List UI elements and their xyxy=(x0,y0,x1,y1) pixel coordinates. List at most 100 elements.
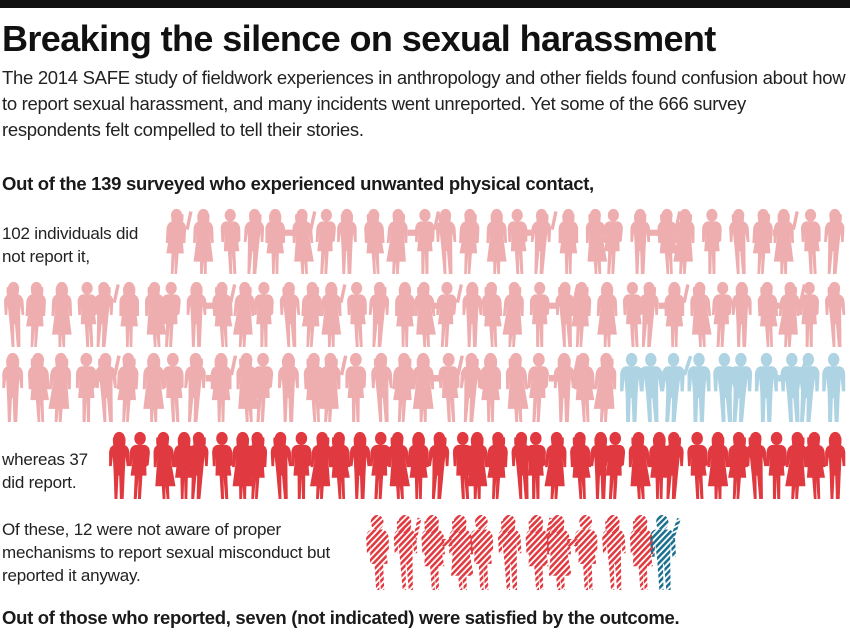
reported-figure xyxy=(109,431,130,500)
top-rule xyxy=(0,0,850,8)
not-reported-female-figure xyxy=(507,208,535,274)
not-reported-female-figure xyxy=(459,208,480,274)
not-reported-female-figure xyxy=(279,281,301,347)
reported-figure xyxy=(649,431,670,500)
not-reported-female-figure xyxy=(395,281,415,347)
not-reported-male-figure xyxy=(660,352,693,423)
not-reported-male-figure xyxy=(620,352,644,423)
not-reported-female-figure xyxy=(729,208,750,274)
page-title: Breaking the silence on sexual harassmen… xyxy=(2,18,716,59)
footer-statement: Out of those who reported, seven (not in… xyxy=(2,607,680,628)
not-aware-female-figure xyxy=(498,514,522,591)
not-reported-male-figure xyxy=(687,352,711,423)
not-reported-female-figure xyxy=(193,208,214,274)
reported-label: whereas 37 did report. xyxy=(2,450,88,492)
not-reported-female-figure xyxy=(558,208,579,274)
not-reported-female-figure xyxy=(415,208,441,274)
reported-figure xyxy=(408,431,429,500)
reported-figure xyxy=(153,431,176,500)
not-reported-female-figure xyxy=(778,281,807,347)
not-reported-female-figure xyxy=(51,281,73,347)
not-reported-female-figure xyxy=(93,281,120,347)
not-reported-female-figure xyxy=(702,208,722,274)
not-aware-female-figure xyxy=(470,514,494,591)
not-reported-female-figure xyxy=(184,352,216,423)
reported-figure xyxy=(349,431,371,500)
not-reported-female-figure xyxy=(368,281,390,347)
not-reported-female-figure xyxy=(773,208,799,274)
not-reported-female-figure xyxy=(364,208,385,274)
not-reported-female-figure xyxy=(480,352,501,423)
reported-figure xyxy=(525,431,546,500)
not-reported-female-figure xyxy=(412,352,443,423)
reported-figure xyxy=(766,431,787,500)
not-reported-female-figure xyxy=(630,208,659,274)
reported-figure xyxy=(466,431,488,500)
reported-figure xyxy=(604,431,626,500)
not-reported-female-figure xyxy=(386,208,417,274)
reported-figure xyxy=(128,431,150,500)
not-reported-female-figure xyxy=(529,281,558,347)
not-aware-female-figure xyxy=(602,514,626,591)
not-reported-female-figure xyxy=(505,352,529,423)
not-reported-female-figure xyxy=(2,352,24,423)
reported-figure xyxy=(486,431,508,500)
reported-figure xyxy=(628,431,651,500)
not-reported-female-figure xyxy=(502,281,524,347)
not-reported-female-figure xyxy=(243,208,265,274)
not-aware-label: Of these, 12 were not aware of proper me… xyxy=(2,520,330,585)
not-reported-female-figure xyxy=(119,281,139,347)
reported-figure xyxy=(270,431,292,500)
not-reported-female-figure xyxy=(254,281,274,347)
not-reported-female-figure xyxy=(392,352,415,423)
not-reported-male-figure xyxy=(728,352,753,423)
not-reported-female-figure xyxy=(593,352,617,423)
not-aware-female-figure xyxy=(421,514,453,591)
not-reported-female-figure xyxy=(186,281,215,347)
reported-figure xyxy=(246,431,268,500)
not-reported-female-figure xyxy=(800,208,821,274)
not-aware-female-figure xyxy=(525,514,554,591)
not-reported-female-figure xyxy=(27,352,50,423)
reported-figure xyxy=(785,431,808,500)
not-reported-female-figure xyxy=(3,281,25,347)
intro-paragraph: The 2014 SAFE study of fieldwork experie… xyxy=(2,67,846,140)
not-reported-female-figure xyxy=(265,208,294,274)
reported-figure xyxy=(825,431,846,500)
not-reported-female-figure xyxy=(690,281,712,347)
not-reported-female-figure xyxy=(711,281,733,347)
not-aware-female-figure xyxy=(574,514,598,591)
not-reported-female-figure xyxy=(116,352,139,423)
not-reported-female-figure xyxy=(435,208,457,274)
not-reported-female-figure xyxy=(570,281,592,347)
not-reported-female-figure xyxy=(210,352,238,423)
not-reported-female-figure xyxy=(530,208,558,274)
not-reported-female-figure xyxy=(596,281,618,347)
reported-figure xyxy=(212,431,233,500)
not-reported-female-figure xyxy=(317,352,348,423)
not-reported-label: 102 individuals did not report it, xyxy=(2,224,139,266)
reported-figure xyxy=(804,431,826,500)
not-aware-female-figure xyxy=(366,514,389,591)
not-reported-female-figure xyxy=(162,352,184,423)
reported-figure xyxy=(544,431,567,500)
reported-figure xyxy=(428,431,450,500)
not-reported-female-figure xyxy=(555,281,580,347)
not-reported-female-figure xyxy=(799,281,819,347)
not-reported-male-figure xyxy=(822,352,846,423)
not-reported-female-figure xyxy=(436,281,463,347)
not-reported-female-figure xyxy=(292,208,317,274)
not-reported-female-figure xyxy=(337,208,357,274)
not-reported-female-figure xyxy=(95,352,121,423)
not-reported-female-figure xyxy=(345,352,367,423)
not-reported-female-figure xyxy=(585,208,608,274)
reported-figure xyxy=(707,431,729,500)
not-reported-female-figure xyxy=(460,352,482,423)
not-reported-female-figure xyxy=(232,281,255,347)
not-reported-female-figure xyxy=(142,352,165,423)
not-reported-female-figure xyxy=(602,208,623,274)
not-reported-female-figure xyxy=(48,352,72,423)
not-aware-male-figure xyxy=(650,514,681,591)
not-reported-female-figure xyxy=(481,281,503,347)
